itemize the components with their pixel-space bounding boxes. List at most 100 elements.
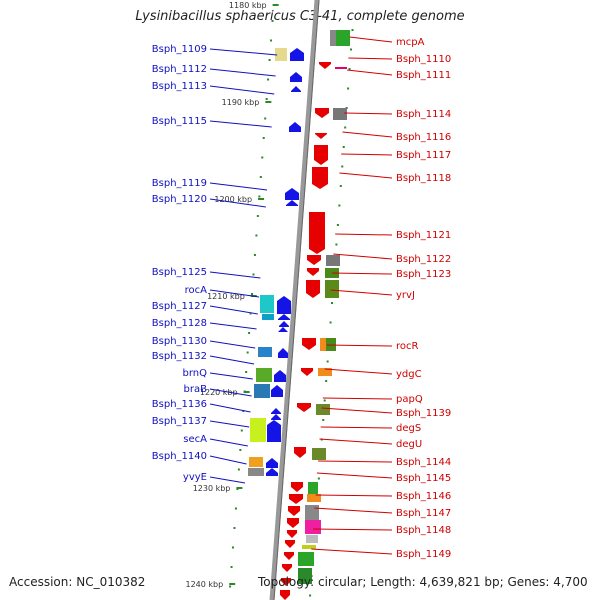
left-label-leader bbox=[209, 372, 253, 380]
guide-dot-right bbox=[350, 48, 353, 51]
gene-feature bbox=[266, 458, 278, 468]
gene-feature bbox=[279, 321, 289, 327]
gene-feature bbox=[277, 296, 291, 314]
gene-feature bbox=[258, 347, 272, 357]
left-label-leader bbox=[209, 355, 255, 365]
left-gene-label: Bsph_1113 bbox=[152, 81, 207, 92]
guide-dot-left bbox=[271, 20, 274, 22]
right-gene-label: Bsph_1144 bbox=[396, 457, 451, 468]
left-gene-label: Bsph_1128 bbox=[152, 318, 207, 329]
right-label-leader bbox=[339, 172, 393, 179]
guide-dot-left bbox=[252, 273, 255, 276]
guide-dot-right bbox=[341, 165, 344, 168]
left-gene-label: Bsph_1119 bbox=[152, 178, 207, 189]
guide-dot-right bbox=[342, 146, 345, 148]
guide-dot-right bbox=[338, 204, 341, 207]
right-gene-label: Bsph_1147 bbox=[396, 508, 451, 519]
guide-dot-left bbox=[270, 39, 273, 42]
guide-dot-left bbox=[253, 254, 256, 256]
guide-dot-right bbox=[351, 29, 354, 31]
right-label-leader bbox=[348, 57, 393, 60]
gene-feature bbox=[274, 370, 286, 382]
gene-feature bbox=[315, 108, 329, 118]
gene-feature bbox=[297, 403, 311, 412]
scale-tick bbox=[243, 391, 250, 393]
right-gene-label: Bsph_1118 bbox=[396, 173, 451, 184]
left-gene-label: Bsph_1120 bbox=[152, 194, 207, 205]
guide-dot-left bbox=[267, 78, 270, 81]
right-label-leader bbox=[314, 507, 393, 514]
gene-feature bbox=[290, 72, 302, 82]
right-gene-label: Bsph_1148 bbox=[396, 525, 451, 536]
gene-feature bbox=[319, 62, 331, 69]
gene-feature bbox=[307, 494, 321, 502]
gene-feature bbox=[266, 468, 278, 476]
right-label-leader bbox=[313, 528, 393, 531]
guide-dot-left bbox=[261, 156, 264, 159]
left-gene-label: Bsph_1136 bbox=[152, 399, 207, 410]
guide-dot-left bbox=[229, 585, 232, 588]
right-gene-label: Bsph_1149 bbox=[396, 549, 451, 560]
gene-feature bbox=[298, 552, 314, 566]
left-label-leader bbox=[209, 271, 261, 279]
right-label-leader bbox=[318, 460, 393, 463]
gene-feature bbox=[320, 338, 326, 351]
guide-dot-right bbox=[331, 302, 334, 304]
guide-dot-left bbox=[262, 137, 265, 139]
gene-feature bbox=[254, 384, 270, 398]
right-label-leader bbox=[320, 426, 393, 429]
guide-dot-left bbox=[246, 351, 249, 354]
left-label-leader bbox=[209, 120, 272, 128]
left-gene-label: yvyE bbox=[183, 472, 207, 483]
gene-feature bbox=[278, 314, 290, 320]
guide-dot-right bbox=[335, 243, 338, 246]
right-gene-label: Bsph_1114 bbox=[396, 109, 451, 120]
scale-tick-label: 1220 kbp bbox=[200, 388, 238, 397]
gene-feature bbox=[271, 414, 281, 420]
guide-dot-left bbox=[249, 312, 252, 315]
left-label-leader bbox=[209, 182, 268, 191]
right-label-leader bbox=[326, 344, 393, 347]
gene-feature bbox=[308, 482, 318, 496]
gene-feature bbox=[286, 200, 298, 206]
gene-feature bbox=[306, 535, 318, 543]
gene-feature bbox=[307, 255, 321, 265]
guide-dot-right bbox=[317, 477, 320, 480]
gene-feature bbox=[326, 255, 340, 266]
gene-feature bbox=[306, 280, 320, 298]
genome-backbone bbox=[269, 0, 320, 600]
guide-dot-right bbox=[339, 185, 342, 187]
right-gene-label: degS bbox=[396, 423, 421, 434]
guide-dot-left bbox=[245, 371, 248, 373]
gene-feature bbox=[305, 520, 321, 534]
guide-dot-right bbox=[323, 399, 326, 402]
left-label-leader bbox=[209, 289, 260, 298]
gene-feature bbox=[336, 30, 350, 46]
left-label-leader bbox=[209, 340, 256, 349]
scale-tick-label: 1180 kbp bbox=[229, 1, 267, 10]
scale-tick bbox=[236, 487, 243, 489]
gene-feature bbox=[289, 494, 303, 504]
gene-feature bbox=[256, 368, 272, 382]
gene-feature bbox=[302, 338, 316, 350]
left-label-leader bbox=[209, 305, 258, 315]
scale-tick-label: 1240 kbp bbox=[185, 580, 223, 589]
guide-dot-left bbox=[268, 59, 271, 61]
left-gene-label: Bsph_1127 bbox=[152, 301, 207, 312]
guide-dot-left bbox=[265, 98, 268, 100]
left-gene-label: Bsph_1112 bbox=[152, 64, 207, 75]
scale-tick-label: 1210 kbp bbox=[207, 292, 245, 301]
left-gene-label: Bsph_1109 bbox=[152, 44, 207, 55]
guide-dot-right bbox=[348, 68, 351, 70]
left-label-leader bbox=[209, 403, 251, 413]
gene-feature bbox=[312, 167, 328, 189]
right-gene-label: Bsph_1145 bbox=[396, 473, 451, 484]
guide-dot-left bbox=[232, 546, 235, 549]
gene-feature bbox=[298, 568, 312, 584]
guide-dot-left bbox=[243, 390, 246, 393]
gene-feature bbox=[318, 368, 332, 376]
left-label-leader bbox=[209, 322, 257, 330]
gene-feature bbox=[301, 368, 313, 376]
guide-dot-left bbox=[251, 293, 254, 295]
gene-feature bbox=[326, 338, 336, 351]
